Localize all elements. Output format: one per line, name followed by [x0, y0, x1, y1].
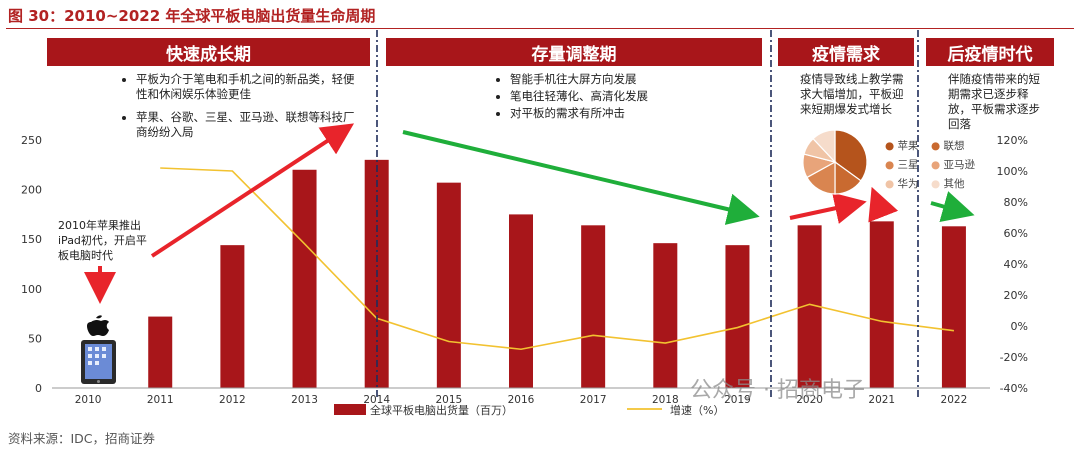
- right-tick-label: 20%: [1004, 289, 1028, 302]
- x-tick-label: 2017: [580, 394, 607, 406]
- right-tick-label: 40%: [1004, 258, 1028, 271]
- legend-dot-icon: ●: [931, 159, 941, 171]
- bar: [292, 169, 317, 388]
- ipad-icon: [81, 315, 116, 384]
- left-tick-label: 250: [21, 134, 42, 147]
- right-tick-label: 60%: [1004, 227, 1028, 240]
- phase-banner-pandemic: 疫情需求: [778, 38, 914, 66]
- watermark: 公众号 · 招商电子: [690, 378, 865, 403]
- pandemic-arrow: [789, 192, 867, 224]
- legend-swatch-bar: [334, 404, 366, 415]
- bar: [869, 221, 894, 388]
- source-note: 资料来源：IDC，招商证券: [8, 431, 156, 446]
- x-tick-label: 2014: [363, 394, 390, 406]
- page-title: 图 30：2010~2022 年全球平板电脑出货量生命周期: [8, 7, 376, 25]
- note-item: 智能手机往大屏方向发展: [510, 72, 726, 87]
- x-tick-label: 2010: [75, 394, 102, 406]
- right-tick-label: 120%: [997, 134, 1028, 147]
- pie-legend-left: ● 苹果 ● 三星 ● 华为: [885, 138, 919, 191]
- market-share-pie: [802, 129, 868, 195]
- note-text: 疫情导致线上教学需求大幅增加，平板迎来短期爆发式增长: [800, 72, 904, 116]
- right-tick-label: 100%: [997, 165, 1028, 178]
- pandemic-arrow-up: [868, 186, 899, 223]
- x-tick-label: 2015: [435, 394, 462, 406]
- decline-arrow: [402, 130, 760, 225]
- x-tick-label: 2021: [868, 394, 895, 406]
- x-tick-label: 2013: [291, 394, 318, 406]
- legend-label-bar: 全球平板电脑出货量（百万）: [370, 403, 513, 417]
- ipad-note: 2010年苹果推出iPad初代，开启平板电脑时代: [58, 218, 154, 263]
- pie-legend-item: 华为: [897, 178, 919, 190]
- legend-dot-icon: ●: [931, 140, 941, 152]
- phase-banner-growth: 快速成长期: [47, 38, 370, 66]
- pie-legend-item: 苹果: [897, 140, 919, 152]
- bar: [941, 226, 966, 388]
- x-tick-label: 2022: [941, 394, 968, 406]
- legend-label-line: 增速（%）: [670, 403, 724, 417]
- legend-dot-icon: ●: [885, 159, 895, 171]
- growth-arrow: [150, 123, 355, 258]
- x-tick-label: 2011: [147, 394, 174, 406]
- bar: [436, 182, 461, 388]
- pie-slice: [812, 129, 836, 164]
- left-tick-label: 100: [21, 283, 42, 296]
- phase-banner-post: 后疫情时代: [926, 38, 1054, 66]
- adjust-notes: 智能手机往大屏方向发展 笔电往轻薄化、高清化发展 对平板的需求有所冲击: [496, 72, 726, 123]
- x-tick-label: 2019: [724, 394, 751, 406]
- note-text: 伴随疫情带来的短期需求已逐步释放，平板需求逐步回落: [948, 72, 1040, 131]
- left-tick-label: 0: [35, 382, 42, 395]
- bar: [509, 214, 533, 388]
- bar: [220, 245, 245, 388]
- note-item: 笔电往轻薄化、高清化发展: [510, 89, 726, 104]
- right-tick-label: 0%: [1011, 320, 1028, 333]
- left-tick-label: 150: [21, 233, 42, 246]
- note-item: 苹果、谷歌、三星、亚马逊、联想等科技厂商纷纷入局: [136, 110, 357, 140]
- bar: [581, 225, 606, 388]
- post-decline-arrow: [930, 191, 975, 222]
- pie-legend-item: 亚马逊: [943, 159, 976, 171]
- pie-slice: [834, 129, 868, 182]
- x-tick-label: 2012: [219, 394, 246, 406]
- legend-dot-icon: ●: [885, 178, 895, 190]
- growth-notes: 平板为介于笔电和手机之间的新品类，轻便性和休闲娱乐体验更佳 苹果、谷歌、三星、亚…: [122, 72, 357, 142]
- pie-legend-item: 联想: [943, 140, 965, 152]
- note-item: 平板为介于笔电和手机之间的新品类，轻便性和休闲娱乐体验更佳: [136, 72, 357, 102]
- x-tick-label: 2018: [652, 394, 679, 406]
- pie-legend-item: 三星: [897, 159, 919, 171]
- bar: [653, 243, 678, 388]
- pie-legend-item: 其他: [943, 178, 965, 190]
- pie-legend-right: ● 联想 ● 亚马逊 ● 其他: [931, 138, 975, 191]
- x-tick-label: 2020: [796, 394, 823, 406]
- phase-banner-adjust: 存量调整期: [386, 38, 762, 66]
- left-tick-label: 50: [28, 332, 42, 345]
- note-text: 2010年苹果推出iPad初代，开启平板电脑时代: [58, 219, 147, 262]
- left-tick-label: 200: [21, 184, 42, 197]
- right-tick-label: -20%: [1000, 351, 1028, 364]
- title-rule: [6, 28, 1074, 29]
- bar: [148, 316, 173, 388]
- legend-dot-icon: ●: [931, 178, 941, 190]
- pandemic-note: 疫情导致线上教学需求大幅增加，平板迎来短期爆发式增长: [800, 72, 908, 117]
- right-tick-label: 80%: [1004, 196, 1028, 209]
- note-item: 对平板的需求有所冲击: [510, 106, 726, 121]
- right-tick-label: -40%: [1000, 382, 1028, 395]
- x-tick-label: 2016: [508, 394, 535, 406]
- post-note: 伴随疫情带来的短期需求已逐步释放，平板需求逐步回落: [948, 72, 1048, 132]
- bar: [725, 245, 750, 388]
- legend-dot-icon: ●: [885, 140, 895, 152]
- growth-line: [160, 167, 955, 351]
